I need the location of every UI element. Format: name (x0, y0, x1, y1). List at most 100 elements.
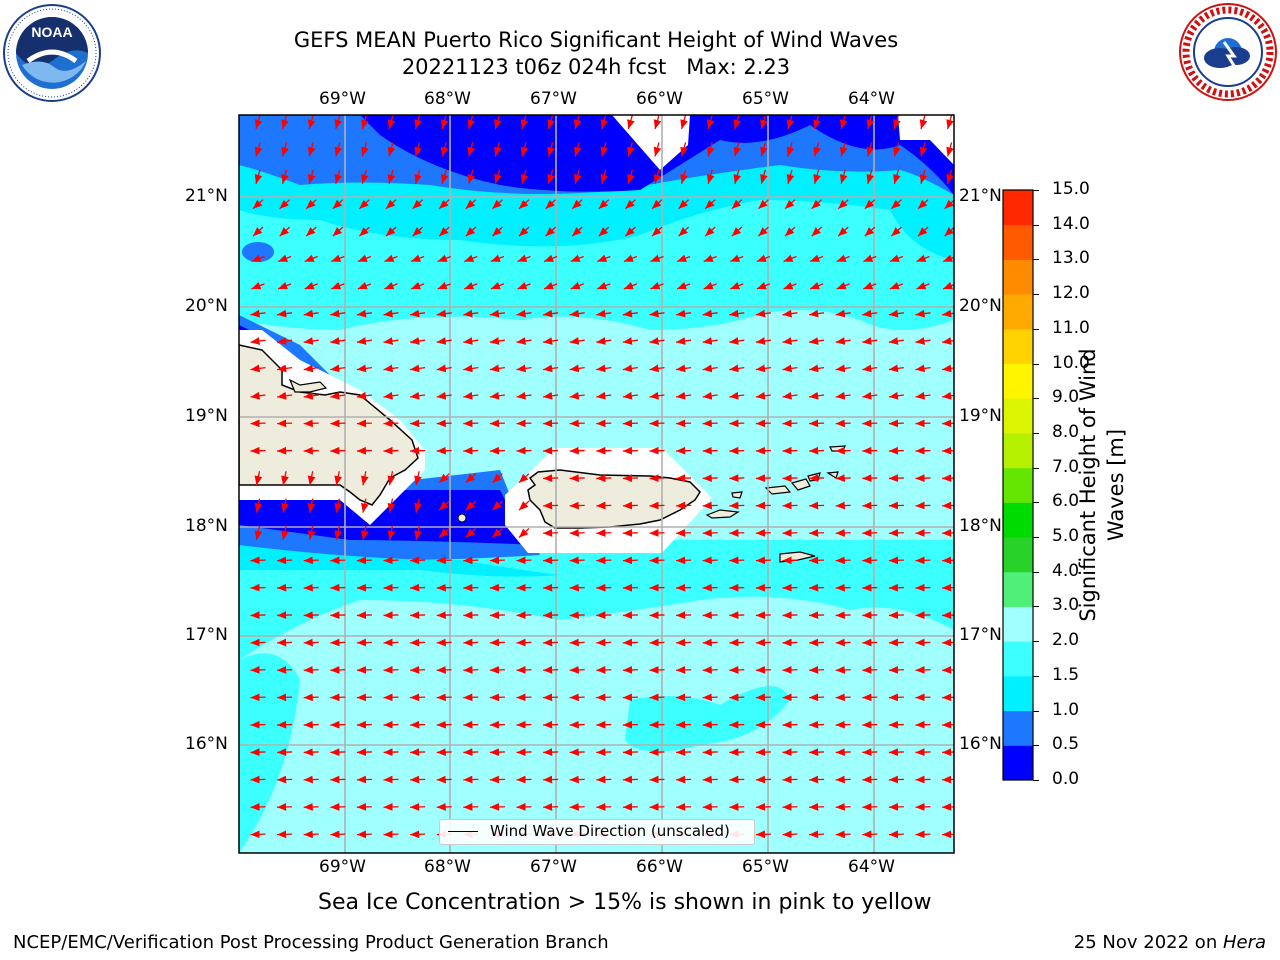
wind-wave-arrow (942, 419, 954, 428)
wind-wave-arrow (303, 638, 319, 647)
wind-wave-arrow (835, 474, 851, 483)
wind-wave-arrow (702, 748, 718, 757)
wind-wave-arrow (596, 309, 612, 318)
wind-wave-arrow (277, 583, 293, 592)
wind-wave-arrow (543, 529, 559, 537)
wind-wave-arrow (915, 309, 931, 318)
wind-wave-arrow (304, 281, 318, 290)
wind-wave-arrow (467, 142, 476, 157)
wind-wave-arrow (703, 281, 717, 290)
wind-wave-arrow (436, 666, 452, 674)
wind-wave-arrow (649, 391, 665, 400)
wind-wave-arrow (836, 281, 850, 290)
wind-wave-arrow (702, 666, 718, 674)
colorbar-segment (1003, 398, 1033, 434)
colorbar-tick-label: 8.0 (1052, 421, 1080, 442)
wind-wave-arrow (251, 254, 265, 263)
wind-wave-arrow (463, 309, 479, 318)
wind-wave-arrow (676, 556, 692, 565)
wind-wave-arrow (651, 199, 663, 210)
wind-wave-arrow (414, 115, 422, 130)
wind-wave-arrow (334, 498, 343, 513)
wind-wave-arrow (438, 199, 450, 210)
wind-wave-arrow (410, 803, 426, 811)
wind-wave-arrow (809, 720, 825, 729)
wind-wave-arrow (489, 775, 505, 784)
wind-wave-arrow (250, 775, 266, 784)
wind-wave-arrow (649, 775, 665, 784)
wind-wave-arrow (888, 611, 904, 620)
mona-island (457, 513, 467, 523)
lon-label-bottom-67: 67°W (530, 857, 577, 877)
footer-host: Hera (1222, 932, 1266, 953)
wind-wave-arrow (919, 169, 928, 184)
wind-wave-arrow (385, 226, 397, 237)
wind-wave-arrow (281, 498, 289, 513)
wind-wave-arrow (942, 720, 954, 729)
wind-wave-arrow (410, 638, 426, 647)
wind-wave-arrow (494, 142, 502, 157)
wind-wave-arrow (784, 199, 796, 210)
colorbar-tick-label: 9.0 (1052, 387, 1080, 408)
wind-wave-arrow (888, 830, 904, 839)
colorbar-tick-mark (1033, 363, 1039, 365)
wind-wave-arrow (467, 169, 476, 184)
wind-wave-arrow (490, 281, 505, 290)
wind-wave-arrow (809, 446, 825, 455)
wind-wave-arrow (755, 720, 771, 729)
colorbar-tick-mark (1033, 190, 1039, 191)
wind-wave-arrow (516, 611, 532, 620)
wind-wave-arrow (622, 474, 638, 483)
wind-wave-arrow (888, 309, 904, 318)
wind-wave-arrow (303, 446, 319, 455)
wind-wave-arrow (489, 337, 505, 345)
wind-wave-arrow (782, 666, 798, 674)
wind-wave-arrow (516, 803, 532, 811)
wind-wave-arrow (410, 693, 426, 702)
wind-wave-arrow (704, 226, 716, 237)
wind-wave-arrow (600, 142, 609, 157)
lat-label-left-17: 17°N (185, 625, 228, 645)
wind-wave-arrow (518, 473, 530, 484)
wind-wave-arrow (596, 391, 612, 400)
wind-wave-arrow (250, 337, 266, 345)
wind-wave-arrow (277, 419, 293, 428)
wind-wave-arrow (755, 309, 771, 318)
colorbar-label: Significant Height of Wind Waves [m] (1074, 325, 1130, 645)
wind-wave-arrow (729, 775, 745, 784)
colorbar-tick-mark (1033, 745, 1039, 747)
colorbar-tick-label: 3.0 (1052, 595, 1080, 616)
wave-patch-west (242, 242, 274, 262)
wind-wave-arrow (649, 419, 665, 428)
wind-wave-arrow (330, 666, 346, 674)
wind-wave-arrow (254, 142, 263, 157)
wind-wave-arrow (331, 281, 345, 290)
wind-wave-arrow (489, 419, 505, 428)
wind-wave-arrow (946, 142, 954, 157)
wind-wave-arrow (782, 830, 798, 839)
colorbar-segment (1003, 259, 1033, 295)
wind-wave-arrow (835, 611, 851, 620)
wind-wave-arrow (649, 337, 665, 345)
wind-wave-arrow (303, 748, 319, 757)
wind-wave-arrow (465, 528, 477, 538)
wind-wave-arrow (330, 693, 346, 702)
wind-wave-arrow (809, 391, 825, 400)
wind-wave-arrow (782, 803, 798, 811)
wind-wave-arrow (277, 666, 293, 674)
wind-wave-arrow (356, 720, 372, 729)
wind-wave-arrow (438, 473, 450, 484)
wind-wave-arrow (356, 830, 372, 839)
wind-wave-arrow (622, 309, 638, 318)
wind-wave-arrow (702, 364, 718, 373)
wind-wave-arrow (862, 830, 878, 839)
wind-wave-arrow (649, 556, 665, 565)
wind-wave-arrow (676, 775, 692, 784)
wind-wave-arrow (915, 446, 931, 455)
nws-logo (1179, 3, 1277, 101)
wind-wave-arrow (440, 115, 449, 130)
wind-wave-arrow (331, 254, 345, 263)
wind-wave-arrow (809, 830, 825, 839)
wind-wave-arrow (307, 142, 316, 157)
